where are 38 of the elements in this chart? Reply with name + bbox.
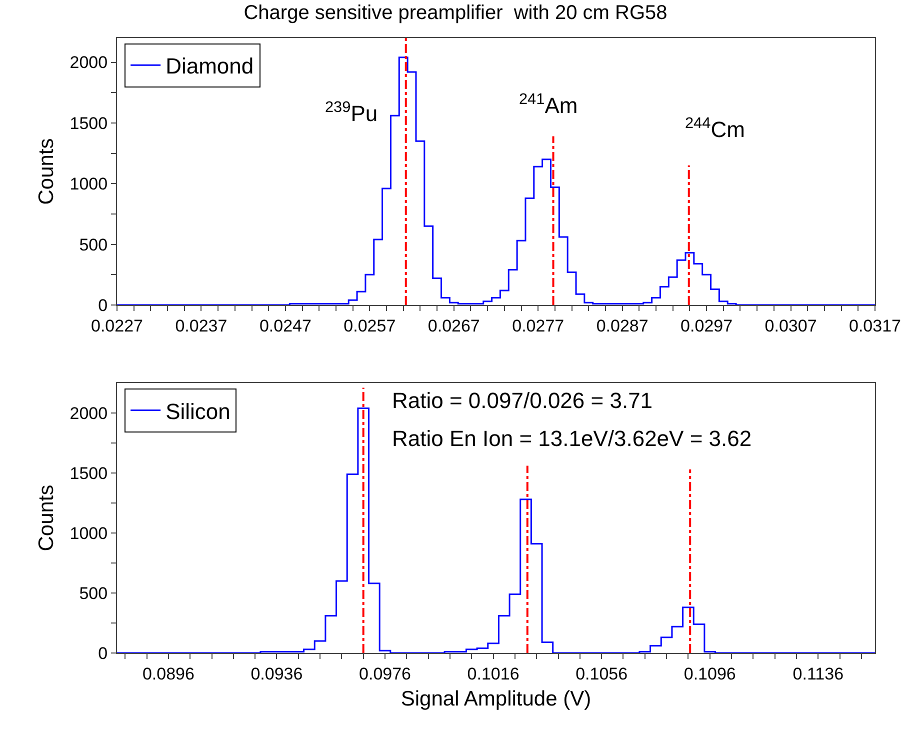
legend-label: Silicon — [166, 398, 230, 424]
x-tick-label: 0.0976 — [359, 664, 412, 684]
x-tick-label: 0.0297 — [680, 316, 733, 336]
annotation: $^{239}$Pu — [325, 99, 378, 126]
y-tick-label: 1500 — [70, 464, 108, 483]
x-tick-label: 0.0267 — [428, 316, 480, 336]
x-tick-label: 0.0936 — [250, 664, 303, 684]
y-axis-title: Counts — [34, 138, 58, 205]
x-tick-label: 0.1096 — [684, 664, 736, 684]
x-tick-label: 0.0257 — [344, 316, 396, 336]
y-tick-label: 0 — [98, 644, 108, 663]
y-tick-label: 2000 — [70, 53, 108, 72]
annotation: Ratio En Ion = 13.1eV/3.62eV = 3.62 — [392, 426, 752, 451]
x-tick-label: 0.0287 — [596, 316, 648, 336]
x-tick-label: 0.0896 — [142, 664, 194, 684]
x-axis-title: Signal Amplitude (V) — [400, 688, 592, 711]
y-tick-label: 1000 — [70, 174, 108, 194]
y-tick-label: 500 — [79, 235, 108, 254]
chart-title: Charge sensitive preamplifier with 20 cm RG58 — [244, 2, 668, 24]
x-tick-label: 0.1056 — [576, 664, 628, 684]
y-tick-label: 0 — [98, 296, 108, 315]
annotation: Ratio = 0.097/0.026 = 3.71 — [392, 388, 653, 413]
x-tick-label: 0.0317 — [849, 316, 901, 336]
x-tick-label: 0.0227 — [91, 316, 143, 336]
x-tick-label: 0.0307 — [764, 316, 817, 336]
x-tick-label: 0.0247 — [259, 316, 312, 336]
y-tick-label: 500 — [79, 584, 108, 603]
y-tick-label: 1000 — [70, 524, 108, 543]
y-axis-title: Counts — [34, 484, 58, 552]
y-tick-label: 2000 — [70, 404, 108, 423]
x-tick-label: 0.0237 — [175, 316, 228, 336]
x-tick-label: 0.1016 — [467, 664, 520, 684]
annotation: $^{244}$Cm — [685, 115, 745, 142]
y-tick-label: 1500 — [70, 114, 108, 133]
legend-label: Diamond — [166, 54, 254, 79]
x-tick-label: 0.1136 — [792, 664, 844, 684]
x-tick-label: 0.0277 — [512, 316, 564, 336]
annotation: $^{241}$Am — [519, 91, 578, 118]
